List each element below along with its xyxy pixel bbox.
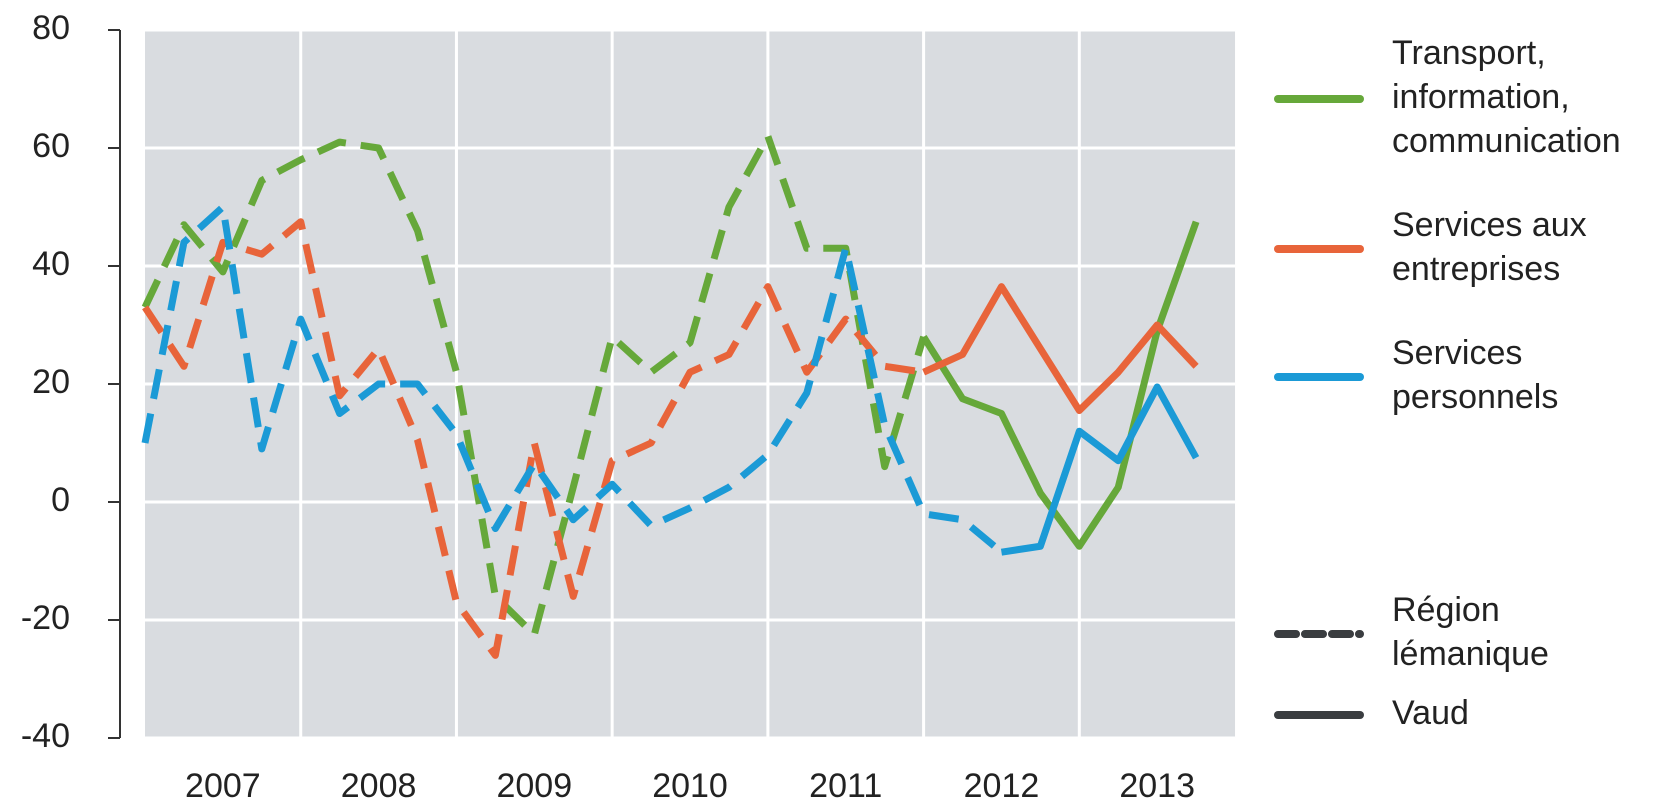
- y-tick-label: -20: [21, 599, 70, 637]
- legend-label-line: personnels: [1392, 378, 1558, 416]
- x-tick-label: 2009: [496, 767, 572, 805]
- solid-line: [922, 283, 1199, 415]
- y-tick-label: 40: [32, 245, 70, 283]
- legend-label-line: communication: [1392, 122, 1621, 160]
- solid-line: [1000, 383, 1200, 556]
- legend-label: Transport, information, communication: [1392, 34, 1621, 160]
- legend-style-label-line: Vaud: [1392, 694, 1469, 732]
- x-tick-label: 2013: [1119, 767, 1195, 805]
- legend-label-line: entreprises: [1392, 250, 1560, 288]
- dashed-line: [142, 218, 925, 659]
- legend-style-label: Région lémanique: [1392, 591, 1549, 673]
- y-tick-label: 60: [32, 127, 70, 165]
- y-tick-label: -40: [21, 717, 70, 755]
- solid-line: [920, 220, 1200, 550]
- x-tick-label: 2008: [341, 767, 417, 805]
- x-tick-label: 2011: [809, 767, 882, 805]
- dashed-line: [141, 203, 1004, 555]
- legend-label-line: Services aux: [1392, 206, 1587, 244]
- x-tick-label: 2012: [964, 767, 1040, 805]
- legend-label-line: Transport,: [1392, 34, 1546, 72]
- legend-style-label-line: lémanique: [1392, 635, 1549, 673]
- y-tick-label: 20: [32, 363, 70, 401]
- x-tick-label: 2007: [185, 767, 261, 805]
- legend-label: Services personnels: [1392, 334, 1558, 416]
- legend-label-line: Services: [1392, 334, 1522, 372]
- legend-label: Services aux entreprises: [1392, 206, 1587, 288]
- x-tick-label: 2010: [652, 767, 728, 805]
- y-tick-label: 0: [51, 481, 70, 519]
- legend-style-label: Vaud: [1392, 694, 1469, 732]
- legend-label-line: information,: [1392, 78, 1570, 116]
- legend-style-label-line: Région: [1392, 591, 1500, 629]
- y-tick-label: 80: [32, 9, 70, 47]
